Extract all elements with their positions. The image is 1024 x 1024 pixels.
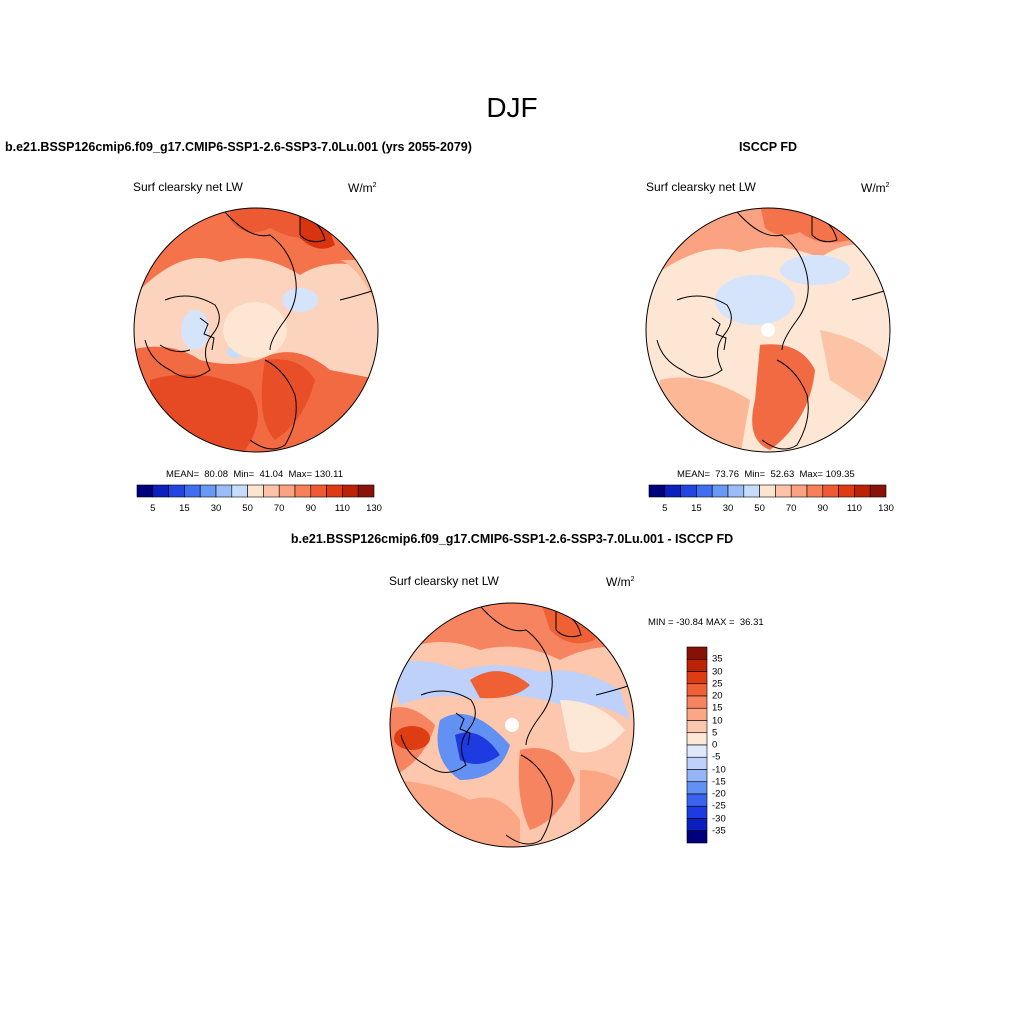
colorbar-tick-label: 20 — [712, 690, 723, 702]
obs-panel-title: ISCCP FD — [738, 140, 798, 154]
colorbar-swatch — [775, 484, 792, 498]
colorbar-swatch — [686, 793, 708, 807]
colorbar-swatch — [231, 484, 248, 498]
colorbar-tick-label: 110 — [846, 503, 862, 514]
colorbar-swatch — [854, 484, 871, 498]
colorbar-swatch — [184, 484, 201, 498]
diff-units-label: W/m2 — [606, 575, 635, 589]
colorbar-tick-label: 70 — [785, 503, 797, 514]
colorbar-swatch — [869, 484, 887, 498]
colorbar-tick-label: 130 — [878, 503, 894, 514]
colorbar-swatch — [727, 484, 745, 498]
colorbar-tick-label: -25 — [712, 800, 726, 812]
colorbar-tick-label: 15 — [691, 503, 702, 514]
colorbar-swatch — [326, 484, 343, 498]
colorbar-swatch — [686, 732, 708, 746]
colorbar-tick-label: 50 — [242, 503, 253, 514]
colorbar-swatch — [686, 683, 708, 697]
colorbar-swatch — [696, 484, 713, 498]
model-colorbar — [136, 484, 375, 498]
colorbar-tick-label: 5 — [150, 503, 156, 514]
diff-variable-label: Surf clearsky net LW — [389, 574, 499, 588]
colorbar-swatch — [822, 484, 839, 498]
colorbar-swatch — [838, 484, 855, 498]
diff-panel-title: b.e21.BSSP126cmip6.f09_g17.CMIP6-SSP1-2.… — [290, 532, 734, 546]
colorbar-swatch — [686, 658, 708, 672]
colorbar-tick-label: 15 — [179, 503, 190, 514]
colorbar-swatch — [759, 484, 776, 498]
colorbar-swatch — [648, 484, 666, 498]
colorbar-tick-label: 30 — [712, 666, 723, 677]
colorbar-tick-label: 10 — [712, 715, 723, 726]
colorbar-swatch — [199, 484, 217, 498]
colorbar-swatch — [342, 484, 359, 498]
colorbar-swatch — [686, 744, 708, 758]
model-panel-title: b.e21.BSSP126cmip6.f09_g17.CMIP6-SSP1-2.… — [5, 140, 472, 154]
colorbar-tick-label: 70 — [273, 503, 285, 514]
colorbar-swatch — [686, 756, 708, 770]
model-units-label: W/m2 — [348, 181, 377, 195]
colorbar-tick-label: 50 — [754, 503, 765, 514]
colorbar-tick-label: 130 — [366, 503, 382, 514]
model-stats: MEAN= 80.08 Min= 41.04 Max= 130.11 — [166, 469, 343, 480]
colorbar-swatch — [294, 484, 312, 498]
colorbar-swatch — [686, 781, 708, 795]
colorbar-swatch — [686, 769, 708, 783]
colorbar-swatch — [686, 671, 708, 685]
colorbar-swatch — [680, 484, 697, 498]
colorbar-tick-label: 5 — [662, 503, 668, 514]
colorbar-swatch — [686, 720, 708, 734]
colorbar-swatch — [686, 695, 708, 709]
obs-variable-label: Surf clearsky net LW — [646, 180, 756, 194]
figure-title: DJF — [486, 92, 538, 123]
model-variable-label: Surf clearsky net LW — [133, 180, 243, 194]
colorbar-swatch — [686, 707, 708, 721]
colorbar-swatch — [215, 484, 233, 498]
colorbar-swatch — [278, 484, 296, 498]
colorbar-tick-label: 90 — [817, 503, 829, 514]
colorbar-tick-label: -10 — [712, 764, 726, 775]
obs-colorbar — [648, 484, 887, 498]
colorbar-swatch — [168, 484, 185, 498]
colorbar-tick-label: -35 — [712, 825, 726, 837]
colorbar-swatch — [247, 484, 264, 498]
diff-stats: MIN = -30.84 MAX = 36.31 — [648, 617, 764, 628]
colorbar-swatch — [310, 484, 327, 498]
model-polar-map — [133, 207, 379, 453]
colorbar-tick-label: 90 — [305, 503, 317, 514]
colorbar-swatch — [743, 484, 760, 498]
obs-stats: MEAN= 73.76 Min= 52.63 Max= 109.35 — [677, 469, 855, 480]
colorbar-swatch — [664, 484, 681, 498]
colorbar-tick-label: 35 — [712, 653, 723, 665]
colorbar-tick-label: -30 — [712, 813, 726, 824]
colorbar-swatch — [686, 830, 708, 844]
colorbar-swatch — [806, 484, 824, 498]
colorbar-swatch — [263, 484, 280, 498]
colorbar-swatch — [686, 646, 708, 660]
colorbar-tick-label: -20 — [712, 788, 726, 800]
colorbar-swatch — [152, 484, 169, 498]
obs-units-label: W/m2 — [861, 181, 890, 195]
colorbar-tick-label: 110 — [334, 503, 350, 514]
obs-polar-map — [645, 207, 891, 453]
colorbar-swatch — [790, 484, 808, 498]
colorbar-tick-label: 5 — [712, 727, 718, 739]
colorbar-tick-label: 30 — [722, 503, 734, 514]
colorbar-tick-label: 0 — [712, 739, 718, 751]
colorbar-tick-label: 30 — [210, 503, 222, 514]
colorbar-tick-label: 15 — [712, 702, 723, 714]
colorbar-tick-label: -5 — [712, 751, 721, 763]
colorbar-tick-label: -15 — [712, 776, 726, 788]
colorbar-swatch — [686, 818, 708, 832]
diff-polar-map — [389, 602, 635, 848]
colorbar-swatch — [357, 484, 375, 498]
colorbar-swatch — [711, 484, 729, 498]
colorbar-swatch — [686, 805, 708, 819]
colorbar-swatch — [136, 484, 154, 498]
diff-colorbar — [686, 646, 708, 844]
colorbar-tick-label: 25 — [712, 678, 723, 690]
